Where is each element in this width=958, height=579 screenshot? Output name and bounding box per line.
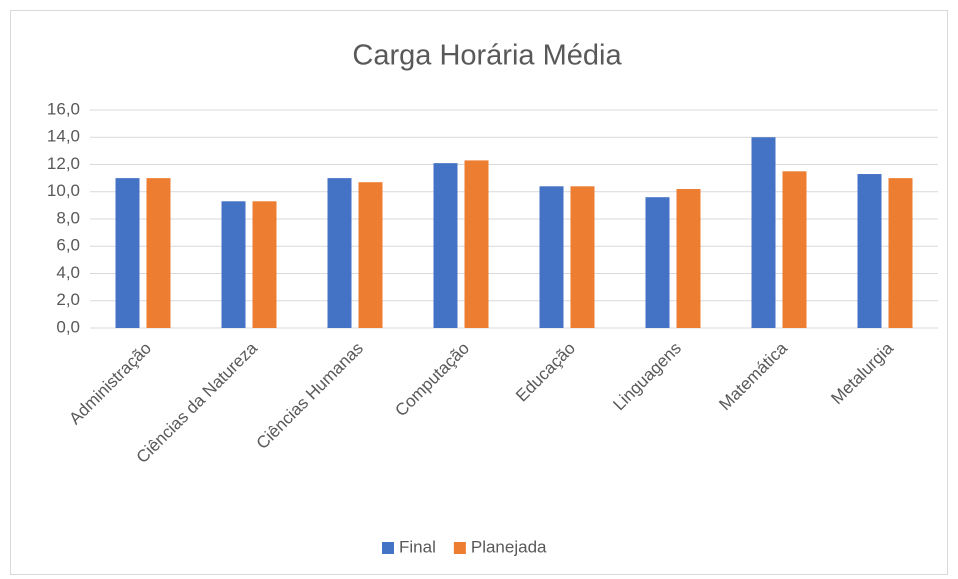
bar — [782, 171, 807, 328]
y-tick-label: 10,0 — [47, 181, 80, 200]
y-tick-label: 0,0 — [56, 317, 80, 336]
legend-label: Planejada — [471, 537, 547, 556]
bar — [888, 178, 913, 328]
legend-label: Final — [399, 537, 436, 556]
bar — [115, 178, 140, 328]
bar — [539, 186, 564, 328]
y-tick-label: 14,0 — [47, 127, 80, 146]
bar — [857, 174, 882, 328]
y-tick-label: 2,0 — [56, 290, 80, 309]
bar — [252, 201, 277, 328]
y-tick-label: 4,0 — [56, 263, 80, 282]
bar — [464, 160, 489, 328]
bar — [358, 182, 383, 328]
bar — [570, 186, 595, 328]
legend-swatch — [453, 542, 466, 554]
bar — [221, 201, 246, 328]
bar — [146, 178, 171, 328]
bar — [433, 163, 458, 328]
legend-swatch — [382, 542, 394, 554]
bar — [327, 178, 352, 328]
y-tick-label: 8,0 — [56, 208, 80, 227]
chart-title: Carga Horária Média — [352, 40, 622, 72]
y-tick-label: 6,0 — [56, 236, 80, 255]
bar — [676, 189, 701, 328]
bar — [751, 137, 776, 328]
y-tick-label: 16,0 — [47, 99, 80, 118]
y-tick-label: 12,0 — [47, 154, 80, 173]
bar — [645, 197, 670, 328]
